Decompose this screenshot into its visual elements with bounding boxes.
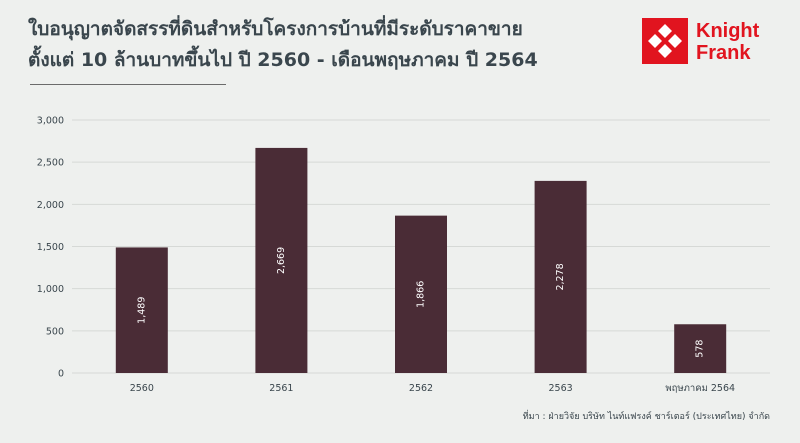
y-tick-label: 1,000 <box>37 284 64 295</box>
bar-value-label: 1,866 <box>416 281 427 308</box>
x-tick-label: 2561 <box>269 383 293 394</box>
bar <box>395 215 447 373</box>
title-line-1: ใบอนุญาตจัดสรรที่ดินสำหรับโครงการบ้านที่… <box>28 18 523 40</box>
y-tick-label: 3,000 <box>37 116 64 127</box>
x-tick-label: พฤษภาคม 2564 <box>665 383 735 394</box>
y-tick-label: 0 <box>58 369 64 380</box>
bar <box>255 147 308 373</box>
x-tick-label: 2562 <box>409 383 433 394</box>
y-tick-label: 500 <box>46 326 64 337</box>
y-tick-label: 1,500 <box>37 242 64 253</box>
bars: 1,489 2,669 1,866 2,278 578 <box>115 147 727 373</box>
y-axis-ticks: 0 500 1,000 1,500 2,000 2,500 3,000 <box>37 116 64 380</box>
knight-frank-logo: Knight Frank <box>642 18 772 68</box>
y-tick-label: 2,000 <box>37 200 64 211</box>
title-underline <box>30 84 226 85</box>
logo-text-frank: Frank <box>696 42 751 64</box>
bar-value-label: 2,278 <box>555 263 566 290</box>
bar <box>115 247 168 373</box>
x-tick-label: 2563 <box>549 383 573 394</box>
bar-value-label: 578 <box>695 340 706 358</box>
logo-mark-icon <box>642 18 688 64</box>
x-axis-ticks: 2560 2561 2562 2563 พฤษภาคม 2564 <box>130 383 735 394</box>
chart-title: ใบอนุญาตจัดสรรที่ดินสำหรับโครงการบ้านที่… <box>28 14 588 76</box>
bar <box>534 180 587 373</box>
bar-value-label: 2,669 <box>276 247 287 274</box>
source-note: ที่มา : ฝ่ายวิจัย บริษัท ไนท์แฟรงค์ ชาร์… <box>522 412 770 422</box>
x-tick-label: 2560 <box>130 383 154 394</box>
logo-text-knight: Knight <box>696 20 760 42</box>
title-line-2: ตั้งแต่ 10 ล้านบาทขึ้นไป ปี 2560 - เดือน… <box>28 49 538 71</box>
bar-value-label: 1,489 <box>136 297 147 324</box>
y-tick-label: 2,500 <box>37 158 64 169</box>
bar <box>674 324 727 373</box>
logo-wordmark: Knight Frank <box>696 20 759 64</box>
